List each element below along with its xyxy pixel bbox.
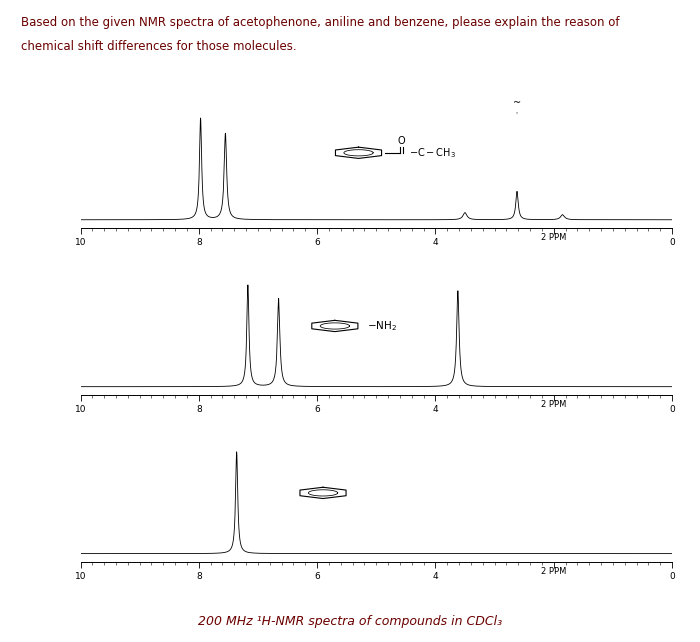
Text: ~: ~ xyxy=(513,98,521,108)
Text: Based on the given NMR spectra of acetophenone, aniline and benzene, please expl: Based on the given NMR spectra of acetop… xyxy=(21,16,620,29)
Text: $-\mathrm{C}-\mathrm{CH_3}$: $-\mathrm{C}-\mathrm{CH_3}$ xyxy=(409,146,456,160)
Text: O: O xyxy=(398,136,405,146)
Text: 2 PPM: 2 PPM xyxy=(541,233,566,242)
Text: 2 PPM: 2 PPM xyxy=(541,400,566,409)
Text: $-\mathrm{NH_2}$: $-\mathrm{NH_2}$ xyxy=(368,319,398,333)
Text: 2 PPM: 2 PPM xyxy=(541,567,566,576)
Text: chemical shift differences for those molecules.: chemical shift differences for those mol… xyxy=(21,40,297,53)
Text: 200 MHz ¹H-NMR spectra of compounds in CDCl₃: 200 MHz ¹H-NMR spectra of compounds in C… xyxy=(198,615,502,628)
